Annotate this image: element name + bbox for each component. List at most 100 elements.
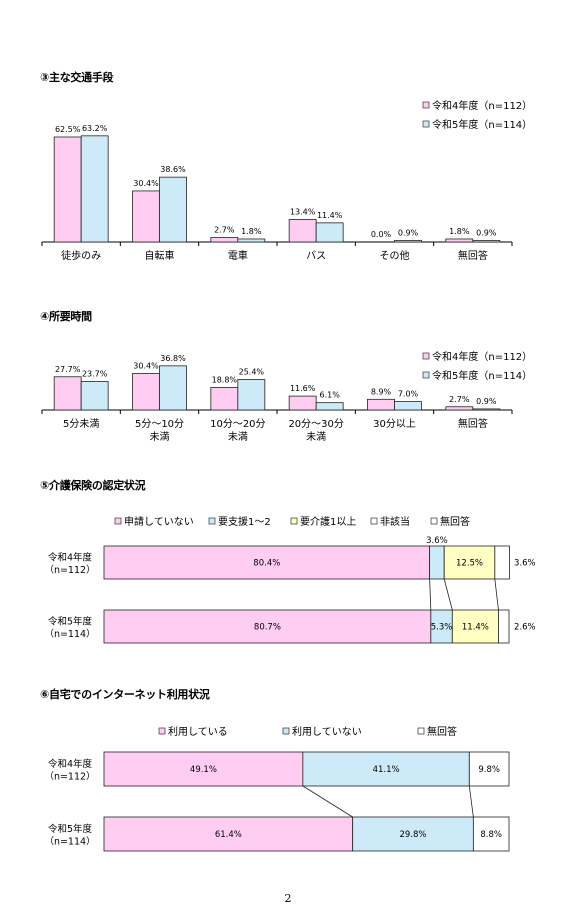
stacked-segment <box>472 816 510 852</box>
bar-r4 <box>53 136 82 243</box>
legend-label-1: 令和5年度（n=114） <box>432 118 532 131</box>
care-insurance-chart: 令和4年度（n=112） 80.4% 3.6% 12.5% 3.6% 令和5年度（n=11… <box>44 515 536 644</box>
connector-line <box>468 785 474 818</box>
transport-chart: 62.5% 63.2% 徒歩のみ 30.4%38.6% 自転車 2.7% 1.8% 電車 13.… <box>41 99 532 262</box>
data-label: 29.8% <box>400 830 427 840</box>
stacked-segment <box>103 545 431 580</box>
bar-r5 <box>159 176 187 243</box>
data-label: 13.4% <box>290 207 316 216</box>
data-label: 0.9% <box>398 228 419 237</box>
legend-swatch-2 <box>290 517 298 525</box>
category-label: 無回答 <box>458 249 488 262</box>
legend-label-0: 令和4年度（n=112） <box>432 99 532 112</box>
internet-usage-chart: 令和4年度（n=112） 49.1% 41.1% 9.8% 令和5年度（n=114） 61… <box>44 725 510 852</box>
bar-r4 <box>132 373 160 411</box>
bar-r5 <box>315 402 344 411</box>
stacked-segment <box>443 545 496 580</box>
legend-label-0: 令和4年度（n=112） <box>432 350 532 363</box>
data-label: 1.8% <box>241 227 262 236</box>
category-label: 電車 <box>228 249 248 262</box>
bar-r5 <box>237 379 266 411</box>
stacked-segment <box>352 816 474 852</box>
legend-label-4: 無回答 <box>440 515 470 528</box>
data-label: 0.9% <box>476 228 497 237</box>
data-label: 18.8% <box>212 375 238 384</box>
row-label: （n=114） <box>44 628 95 640</box>
data-label: 30.4% <box>133 179 159 188</box>
category-label: 未満 <box>228 431 248 443</box>
connector-line <box>443 578 453 611</box>
stacked-segment <box>302 751 470 787</box>
legend-swatch-3 <box>370 517 378 525</box>
data-label: 7.0% <box>398 390 419 399</box>
bar-r4 <box>53 376 82 411</box>
legend-swatch-1 <box>282 727 290 735</box>
data-label: 38.6% <box>160 165 186 174</box>
bar-r5 <box>159 365 187 411</box>
category-label: 10分～20分 <box>210 418 265 430</box>
stacked-segment <box>103 751 304 787</box>
data-label: 8.8% <box>480 830 502 840</box>
data-label: 6.1% <box>320 391 341 400</box>
data-label: 3.6% <box>514 559 536 569</box>
category-label: 未満 <box>306 431 326 443</box>
stacked-segment <box>468 751 510 787</box>
stacked-segment <box>498 609 510 644</box>
data-label: 11.6% <box>290 384 316 393</box>
data-label: 62.5% <box>55 125 81 134</box>
data-label: 0.9% <box>476 397 497 406</box>
data-label: 0.0% <box>371 230 392 239</box>
data-label: 2.7% <box>214 225 235 234</box>
row-label: （n=114） <box>44 836 95 848</box>
data-label: 30.4% <box>133 362 159 371</box>
stacked-segment <box>103 816 354 852</box>
page-number: 2 <box>284 892 292 905</box>
data-label: 27.7% <box>55 365 81 374</box>
legend-swatch-0 <box>158 727 166 735</box>
data-label: 2.7% <box>449 395 470 404</box>
transport-chart-title: ③主な交通手段 <box>40 71 114 84</box>
category-label: バス <box>306 250 326 262</box>
legend-swatch-1 <box>422 371 430 379</box>
bar-r4 <box>445 406 474 411</box>
row-label: （n=112） <box>44 564 95 576</box>
legend-label-1: 利用していない <box>292 726 362 738</box>
row-label: 令和5年度 <box>48 616 93 628</box>
category-label: 自転車 <box>145 249 175 262</box>
category-label: 5分～10分 <box>135 418 184 430</box>
data-label: 80.7% <box>254 623 281 633</box>
legend-swatch-1 <box>422 120 430 128</box>
data-label: 41.1% <box>373 765 400 775</box>
data-label: 9.8% <box>478 765 500 775</box>
legend-label-1: 令和5年度（n=114） <box>432 369 532 382</box>
internet-chart-title: ⑥自宅でのインターネット利用状況 <box>40 688 210 701</box>
row-label: （n=112） <box>44 771 95 783</box>
legend-label-2: 無回答 <box>427 725 457 738</box>
category-label: 20分～30分 <box>288 418 343 430</box>
bar-r5 <box>80 135 109 243</box>
bar-r5 <box>394 401 422 411</box>
bar-r5 <box>394 240 422 243</box>
connector-line <box>302 785 353 818</box>
legend-swatch-0 <box>422 101 430 109</box>
legend-swatch-0 <box>422 352 430 360</box>
data-label: 80.4% <box>253 559 280 569</box>
data-label: 2.6% <box>514 623 536 633</box>
bar-r5 <box>472 408 501 411</box>
legend-label-3: 非該当 <box>380 515 410 528</box>
data-label: 11.4% <box>317 211 343 220</box>
bar-r5 <box>315 222 344 243</box>
data-label: 23.7% <box>82 370 108 379</box>
legend-label-0: 申請していない <box>124 515 194 528</box>
data-label: 1.8% <box>449 227 470 236</box>
row-label: 令和4年度 <box>48 552 93 564</box>
connector-line <box>429 578 432 611</box>
category-label: 徒歩のみ <box>61 249 101 262</box>
category-label: 5分未満 <box>63 418 99 430</box>
stacked-segment <box>103 609 432 644</box>
data-label: 36.8% <box>160 354 186 363</box>
category-label: 30分以上 <box>373 418 416 430</box>
legend-swatch-4 <box>430 517 438 525</box>
category-label: 無回答 <box>458 417 488 430</box>
